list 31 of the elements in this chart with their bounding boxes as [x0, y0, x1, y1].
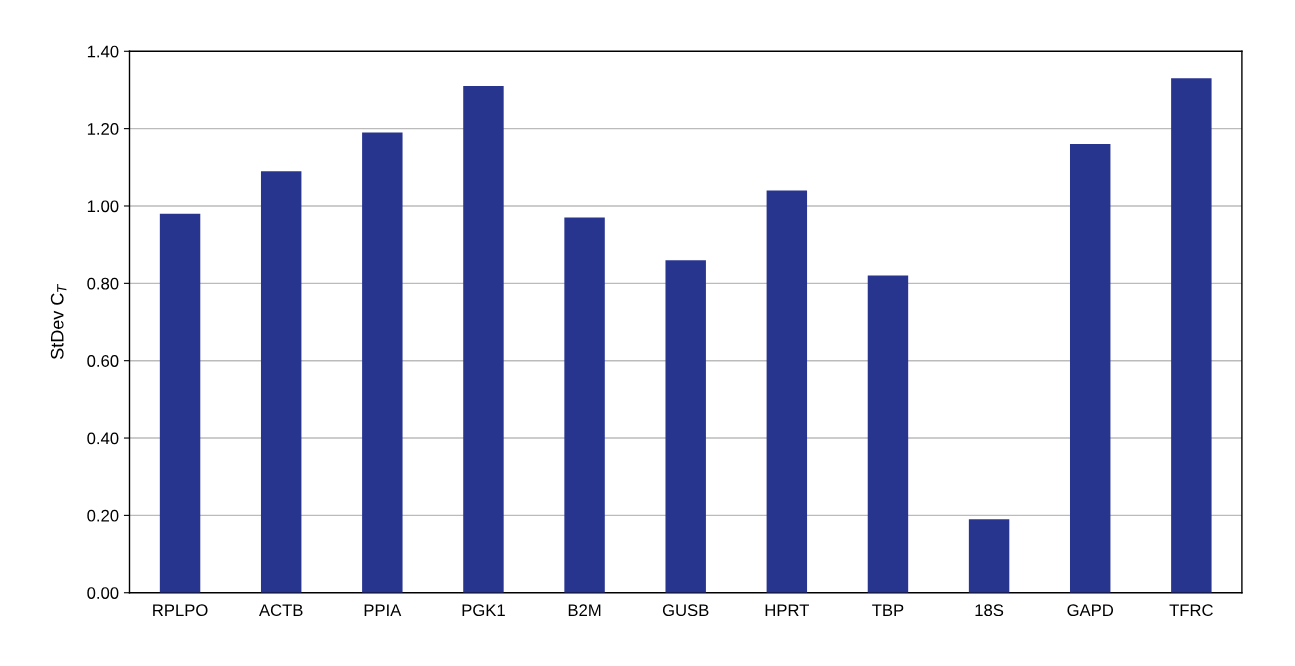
x-tick-label: HPRT	[765, 604, 809, 616]
y-tick-label: 1.00	[87, 200, 119, 213]
bar	[665, 260, 706, 593]
bar	[463, 86, 504, 593]
x-tick-label: RPLPO	[153, 604, 208, 617]
y-tick-label: 0.80	[87, 277, 119, 290]
bar	[968, 519, 1010, 593]
bar	[362, 132, 403, 593]
bar	[260, 171, 302, 593]
y-tick-label: 0.20	[87, 509, 119, 522]
x-tick-label: GAPD	[1067, 604, 1114, 617]
bar	[867, 275, 909, 593]
bar	[1069, 144, 1111, 593]
y-axis-title: StDev C$_{T}$	[50, 283, 67, 360]
bar	[159, 213, 201, 593]
x-tick-label: GUSB	[662, 604, 709, 617]
x-tick-label: 18S	[975, 604, 1004, 617]
x-tick-label: TFRC	[1169, 604, 1213, 617]
y-tick-label: 0.40	[87, 432, 119, 445]
y-tick-label: 1.20	[87, 123, 119, 135]
x-tick-label: TBP	[872, 604, 904, 616]
bar	[564, 217, 605, 593]
y-tick-label: 0.60	[87, 355, 119, 367]
x-tick-label: B2M	[568, 604, 601, 616]
x-tick-label: PPIA	[364, 604, 402, 616]
y-tick-label: 1.40	[87, 45, 119, 58]
x-tick-label: ACTB	[259, 604, 303, 617]
y-tick-label: 0.00	[87, 587, 119, 599]
bar	[1171, 78, 1212, 593]
bar	[766, 190, 808, 593]
x-tick-label: PGK1	[462, 604, 505, 617]
